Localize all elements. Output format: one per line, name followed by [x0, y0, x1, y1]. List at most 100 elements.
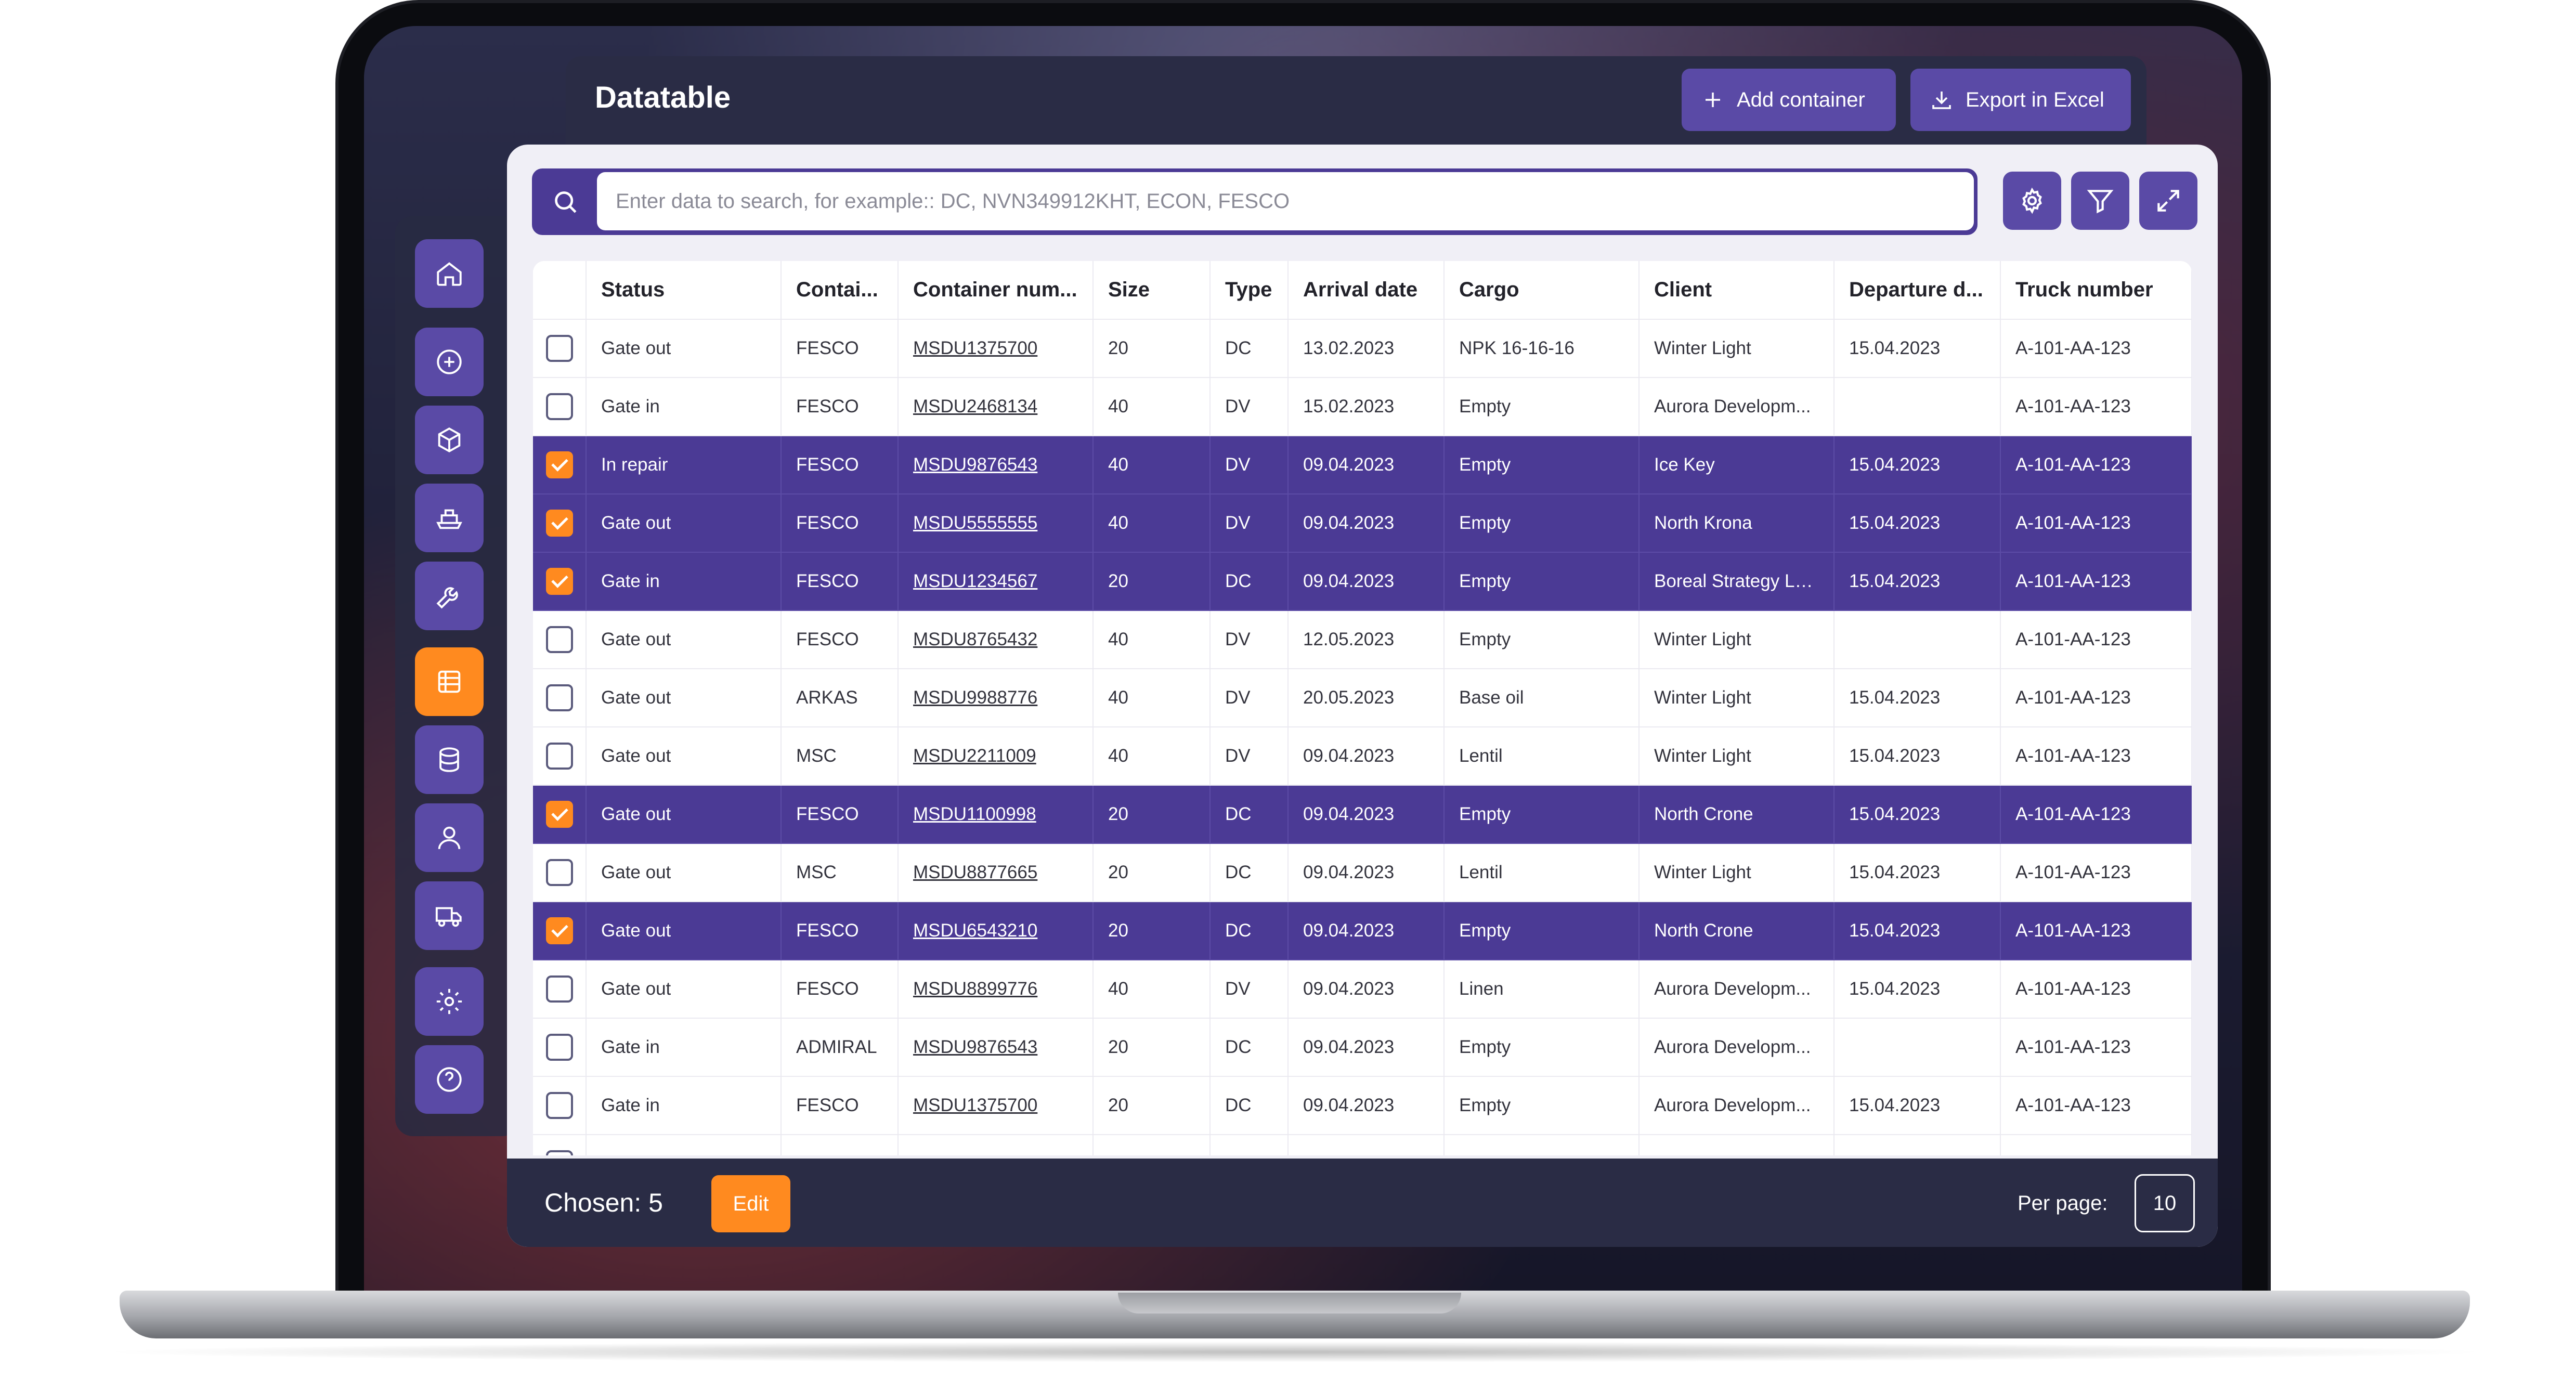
row-checkbox[interactable] [545, 510, 573, 537]
table-row[interactable]: Gate out FESCO MSDU1375700 20 DC 13.02.2023 NP… [533, 319, 2192, 378]
per-page-label: Per page: [2018, 1192, 2108, 1215]
column-header[interactable]: Contai... [781, 261, 899, 320]
container-number-text[interactable]: MSDU8899776 [913, 979, 1038, 999]
container-number-text[interactable]: MSDU9988776 [913, 687, 1038, 708]
column-header[interactable]: Size [1093, 261, 1211, 320]
container-number-text[interactable]: MSDU8765432 [913, 629, 1038, 649]
column-header[interactable]: Type [1210, 261, 1289, 320]
ship-icon [436, 509, 462, 529]
container-number-link[interactable]: MSDU9988776 [898, 669, 1094, 727]
row-checkbox-cell [533, 669, 587, 727]
container-number-link[interactable]: MSDU9876543 [898, 1018, 1094, 1077]
container-number-link[interactable]: MSDU1375700 [898, 319, 1094, 378]
sidebar-item-datatable[interactable] [415, 647, 484, 716]
search-button[interactable] [535, 171, 596, 232]
filter-button[interactable] [2071, 172, 2129, 230]
sidebar-item-help[interactable] [415, 1045, 484, 1114]
row-checkbox-cell [533, 1135, 587, 1155]
table-row[interactable]: In repair FESCO MSDU9876543 40 DV 09.04.2023 E… [533, 436, 2192, 495]
sidebar-item-shipping[interactable] [415, 484, 484, 552]
row-checkbox[interactable] [545, 568, 573, 595]
container-number-text[interactable]: MSDU5555555 [913, 513, 1038, 533]
column-header[interactable]: Cargo [1444, 261, 1640, 320]
row-checkbox[interactable] [545, 684, 573, 711]
table-row[interactable]: Gate out FESCO MSDU8899776 40 DV 09.04.2023 Li… [533, 960, 2192, 1019]
column-header[interactable]: Container num... [898, 261, 1094, 320]
type-cell: DV [1210, 610, 1289, 669]
container-number-text[interactable]: MSDU1100998 [913, 804, 1036, 824]
container-number-link[interactable]: MSDU2211009 [898, 727, 1094, 786]
column-header[interactable]: Status [586, 261, 782, 320]
table-row[interactable]: Gate out FESCO MSDU1100998 20 DC 09.04.2023 Em… [533, 785, 2192, 844]
row-checkbox[interactable] [545, 626, 573, 653]
row-checkbox[interactable] [545, 859, 573, 886]
sidebar-item-database[interactable] [415, 725, 484, 794]
row-checkbox-cell [533, 902, 587, 960]
sidebar-item-settings[interactable] [415, 967, 484, 1036]
container-number-link[interactable]: MSDU1375700 [898, 1135, 1094, 1155]
edit-button[interactable]: Edit [711, 1175, 790, 1232]
status-cell: Gate in [586, 378, 782, 436]
container-number-link[interactable]: MSDU1234567 [898, 552, 1094, 611]
table-row[interactable]: Gate in FESCO MSDU2468134 40 DV 15.02.2023 Emp… [533, 378, 2192, 436]
column-header[interactable]: Arrival date [1288, 261, 1445, 320]
row-checkbox[interactable] [545, 335, 573, 362]
table-settings-button[interactable] [2003, 172, 2061, 230]
table-row[interactable]: Gate in ADMIRAL MSDU9876543 20 DC 09.04.2023 E… [533, 1018, 2192, 1077]
container-number-link[interactable]: MSDU8899776 [898, 960, 1094, 1019]
client-cell: North Krona [1639, 494, 1835, 553]
row-checkbox[interactable] [545, 917, 573, 944]
container-number-text[interactable]: MSDU6543210 [913, 920, 1038, 941]
column-header[interactable]: Client [1639, 261, 1835, 320]
row-checkbox[interactable] [545, 801, 573, 828]
table-row[interactable]: Gate out FESCO MSDU5555555 40 DV 09.04.2023 Em… [533, 494, 2192, 553]
cargo-cell: NPK 16-16-16 [1444, 319, 1640, 378]
row-checkbox[interactable] [545, 743, 573, 770]
table-row[interactable]: Gate out MSC MSDU2211009 40 DV 09.04.2023 Lent… [533, 727, 2192, 786]
container-number-link[interactable]: MSDU9876543 [898, 436, 1094, 495]
container-number-link[interactable]: MSDU1100998 [898, 785, 1094, 844]
row-checkbox[interactable] [545, 1150, 573, 1155]
sidebar-item-trucks[interactable] [415, 881, 484, 950]
search-input[interactable] [597, 172, 1974, 230]
per-page-select[interactable]: 10 [2135, 1174, 2195, 1232]
table-row[interactable]: Gate out FESCO MSDU6543210 20 DC 09.04.2023 Em… [533, 902, 2192, 960]
row-checkbox[interactable] [545, 451, 573, 478]
container-number-text[interactable]: MSDU1375700 [913, 338, 1038, 358]
export-excel-button[interactable]: Export in Excel [1910, 69, 2131, 131]
type-cell: DV [1210, 960, 1289, 1019]
sidebar-item-repair[interactable] [415, 562, 484, 630]
container-number-text[interactable]: MSDU2468134 [913, 396, 1038, 417]
sidebar-item-home[interactable] [415, 239, 484, 308]
table-row[interactable]: Gate out FESCO MSDU8765432 40 DV 12.05.2023 Em… [533, 610, 2192, 669]
container-number-text[interactable]: MSDU2211009 [913, 746, 1036, 766]
table-row[interactable]: Gate out MSC MSDU8877665 20 DC 09.04.2023 Lent… [533, 843, 2192, 902]
add-container-button[interactable]: Add container [1682, 69, 1896, 131]
container-number-text[interactable]: MSDU1375700 [913, 1095, 1038, 1115]
sidebar-item-users[interactable] [415, 803, 484, 872]
container-number-link[interactable]: MSDU8877665 [898, 843, 1094, 902]
container-number-link[interactable]: MSDU6543210 [898, 902, 1094, 960]
row-checkbox[interactable] [545, 1034, 573, 1061]
container-number-text[interactable]: MSDU9876543 [913, 454, 1038, 475]
fullscreen-button[interactable] [2139, 172, 2197, 230]
container-number-link[interactable]: MSDU1375700 [898, 1076, 1094, 1135]
container-number-text[interactable]: MSDU1234567 [913, 571, 1038, 591]
table-row[interactable]: Gate in FESCO MSDU1234567 20 DC 09.04.2023 Emp… [533, 552, 2192, 611]
row-checkbox[interactable] [545, 975, 573, 1003]
sidebar-item-containers[interactable] [415, 406, 484, 474]
container-number-link[interactable]: MSDU5555555 [898, 494, 1094, 553]
container-number-link[interactable]: MSDU8765432 [898, 610, 1094, 669]
container-number-text[interactable]: MSDU9876543 [913, 1037, 1038, 1057]
row-checkbox[interactable] [545, 393, 573, 420]
container-number-link[interactable]: MSDU2468134 [898, 378, 1094, 436]
column-header[interactable]: Truck number [2000, 261, 2192, 320]
container-number-text[interactable]: MSDU8877665 [913, 862, 1038, 882]
table-row[interactable]: Gate out ARKAS MSDU9988776 40 DV 20.05.2023 Ba… [533, 669, 2192, 727]
row-checkbox[interactable] [545, 1092, 573, 1119]
sidebar-item-add[interactable] [415, 328, 484, 396]
container-number-text[interactable]: MSDU1375700 [913, 1153, 1037, 1155]
column-header[interactable]: Departure d... [1834, 261, 2001, 320]
